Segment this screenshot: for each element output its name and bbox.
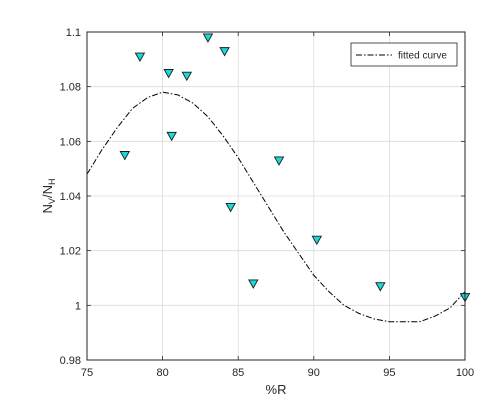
y-axis-label: NV/NH (40, 179, 57, 214)
data-point-marker (163, 69, 174, 79)
legend-entry-fitted-curve: fitted curve (398, 51, 447, 62)
data-point-marker (273, 156, 285, 166)
data-point-marker (311, 235, 323, 246)
data-point-marker (181, 71, 193, 82)
data-point-marker (225, 202, 236, 213)
y-tick-label: 1 (75, 300, 81, 312)
legend: fitted curve (350, 42, 458, 67)
y-tick-label: 1.08 (60, 82, 81, 94)
data-markers-layer (119, 33, 471, 303)
y-tick-label: 1.06 (60, 136, 81, 148)
data-point-marker (219, 47, 230, 57)
legend-box (350, 42, 458, 67)
data-point-marker (134, 52, 146, 63)
data-point-marker (248, 279, 259, 289)
fitted-curve-line (86, 91, 466, 323)
data-point-marker (375, 282, 386, 292)
x-tick-label: 90 (308, 367, 320, 379)
y-tick-label: 1.02 (60, 246, 81, 258)
grid-lines (86, 31, 466, 361)
x-tick-label: 80 (156, 367, 168, 379)
y-tick-labels: 0.98 1 1.02 1.04 1.06 1.08 1.1 (60, 27, 81, 367)
x-tick-label: 95 (383, 367, 395, 379)
x-tick-label: 75 (81, 367, 93, 379)
axis-ticks (86, 31, 466, 361)
y-tick-label: 1.1 (66, 27, 81, 39)
x-axis-label: %R (266, 382, 287, 397)
y-tick-label: 1.04 (60, 191, 81, 203)
data-point-marker (202, 33, 214, 43)
y-tick-label: 0.98 (60, 355, 81, 367)
data-point-marker (119, 151, 131, 161)
x-tick-label: 85 (232, 367, 244, 379)
x-tick-label: 100 (456, 367, 474, 379)
data-point-marker (166, 131, 177, 142)
x-tick-labels: 75 80 85 90 95 100 (81, 367, 474, 379)
fitted-curve-layer (86, 91, 466, 323)
